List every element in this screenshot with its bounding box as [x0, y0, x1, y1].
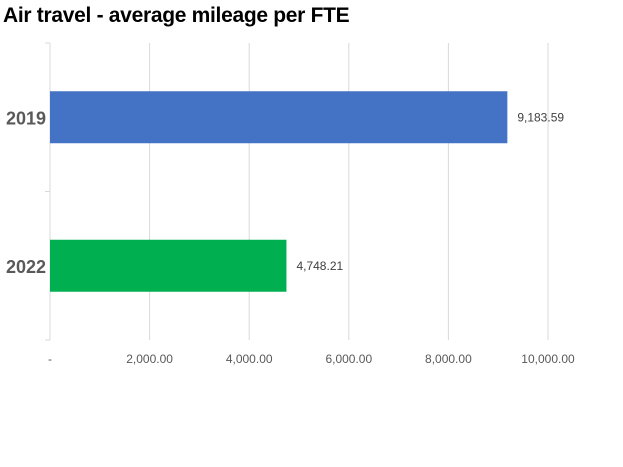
data-label-2022: 4,748.21: [296, 259, 343, 273]
data-label-2019: 9,183.59: [517, 110, 564, 124]
x-tick-label-4: 8,000.00: [425, 352, 472, 366]
bar-2019: [50, 91, 508, 144]
category-label-2019: 2019: [6, 108, 46, 128]
x-tick-label-5: 10,000.00: [521, 352, 575, 366]
x-tick-label-0: -: [48, 352, 52, 366]
x-tick-label-2: 4,000.00: [226, 352, 273, 366]
x-tick-label-3: 6,000.00: [325, 352, 372, 366]
bar-2022: [50, 239, 287, 292]
category-label-2022: 2022: [6, 257, 46, 277]
chart-title: Air travel - average mileage per FTE: [3, 4, 350, 27]
x-tick-label-1: 2,000.00: [126, 352, 173, 366]
